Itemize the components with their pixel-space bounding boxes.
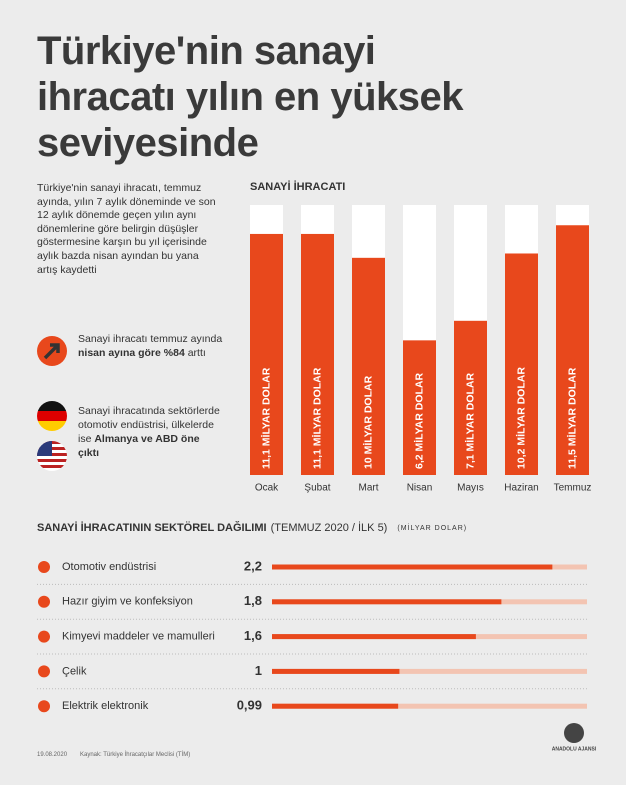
value-label: 1,8 xyxy=(244,593,262,608)
x-tick-label: Şubat xyxy=(304,483,330,494)
bar xyxy=(250,233,283,475)
sector-icon xyxy=(38,665,50,678)
value-label: 10 MİLYAR DOLAR xyxy=(361,375,374,469)
chart-title-part: (MİLYAR DOLAR) xyxy=(397,523,467,532)
value-label: 11,5 MİLYAR DOLAR xyxy=(565,367,578,469)
note-text: Sanayi ihracatı temmuz ayında xyxy=(78,333,223,345)
value-label: 11,1 MİLYAR DOLAR xyxy=(259,367,272,469)
date: 19.08.2020 xyxy=(37,752,68,758)
category-label: Elektrik elektronik xyxy=(62,700,149,712)
value-label: 1,6 xyxy=(244,628,262,643)
bar xyxy=(454,320,487,475)
sector-icon xyxy=(38,630,50,643)
sector-icon xyxy=(38,595,50,608)
note-text: Sanayi ihracatında sektörlerde otomotiv … xyxy=(78,405,220,445)
category-label: Kimyevi maddeler ve mamulleri xyxy=(62,631,215,643)
track xyxy=(272,703,587,709)
x-tick-label: Mayıs xyxy=(457,483,484,494)
intro-text: Türkiye'nin sanayi ihracatı, temmuz ayın… xyxy=(37,182,216,276)
x-tick-label: Ocak xyxy=(255,483,279,494)
value-label: 7,1 MİLYAR DOLAR xyxy=(463,373,476,469)
logo: ANADOLU AJANSI xyxy=(552,723,597,752)
chart-title: SANAYİ İHRACATININ SEKTÖREL DAĞILIMI (TEM… xyxy=(37,521,467,534)
bar xyxy=(272,599,502,605)
note-text: Almanya ve ABD öne çıktı xyxy=(78,433,200,459)
value-label: 1 xyxy=(255,663,262,678)
bar xyxy=(403,340,436,475)
x-tick-label: Temmuz xyxy=(554,483,592,494)
bar xyxy=(272,703,399,709)
bar xyxy=(272,564,553,570)
x-tick-label: Mart xyxy=(359,483,379,494)
sector-icon xyxy=(38,561,50,573)
arrow-icon xyxy=(37,336,67,366)
bar xyxy=(505,253,538,475)
chart-title-part: SANAYİ İHRACATININ SEKTÖREL DAĞILIMI xyxy=(37,521,267,534)
note-text: nisan ayına göre %84 xyxy=(78,347,185,359)
bar xyxy=(272,634,476,640)
logo-text: ANADOLU AJANSI xyxy=(552,746,597,752)
note: Sanayi ihracatında sektörlerde otomotiv … xyxy=(78,404,223,460)
category-label: Otomotiv endüstrisi xyxy=(62,561,156,573)
category-label: Çelik xyxy=(62,665,87,677)
value-label: 10,2 MİLYAR DOLAR xyxy=(514,367,527,469)
value-label: 0,99 xyxy=(237,698,262,713)
chart-title-part: (TEMMUZ 2020 / İLK 5) xyxy=(271,521,388,534)
sector-icon xyxy=(38,700,50,713)
x-tick-label: Haziran xyxy=(504,483,538,494)
value-label: 11,1 MİLYAR DOLAR xyxy=(310,367,323,469)
chart-title: SANAYİ İHRACATI xyxy=(250,180,345,193)
note-text: arttı xyxy=(184,347,206,359)
germany-flag xyxy=(37,401,67,431)
track xyxy=(272,668,587,674)
bar xyxy=(352,257,385,475)
value-label: 6,2 MİLYAR DOLAR xyxy=(412,373,425,469)
note: Sanayi ihracatı temmuz ayında nisan ayın… xyxy=(78,332,223,360)
bar xyxy=(301,233,334,475)
page-title: Türkiye'nin sanayi ihracatı yılın en yük… xyxy=(37,29,464,165)
x-tick-label: Nisan xyxy=(407,483,433,494)
bar xyxy=(272,668,400,674)
category-label: Hazır giyim ve konfeksiyon xyxy=(62,596,193,608)
value-label: 2,2 xyxy=(244,558,262,573)
bar xyxy=(556,225,589,475)
usa-flag xyxy=(37,441,67,471)
source: Kaynak: Türkiye İhracatçılar Meclisi (Tİ… xyxy=(80,752,191,758)
